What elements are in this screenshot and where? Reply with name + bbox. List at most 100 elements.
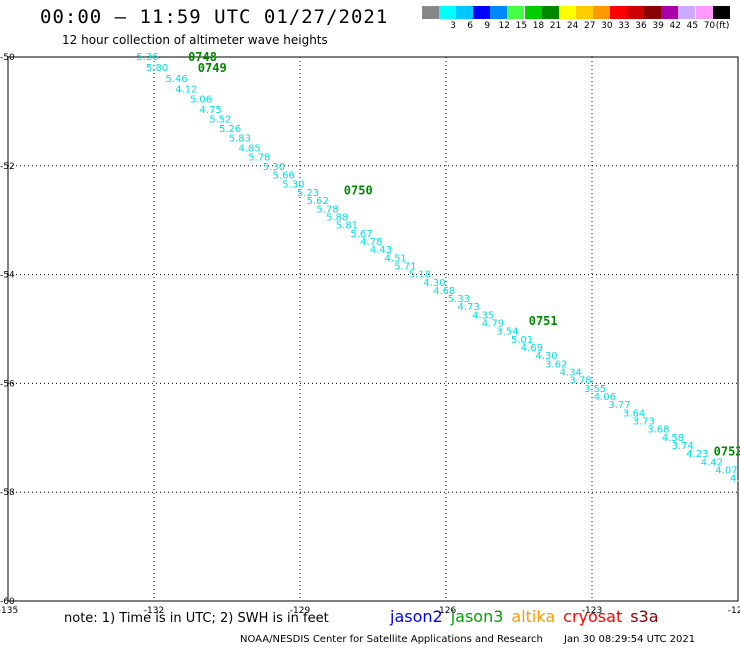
- y-tick-label: -58: [0, 488, 15, 498]
- swh-value-label: 5.62: [307, 196, 329, 207]
- swh-value-label: 4.07: [715, 465, 737, 476]
- mission-s3a: s3a: [630, 607, 659, 626]
- legend-tick-label: 42: [669, 21, 681, 31]
- swh-value-label: 4.79: [482, 319, 504, 330]
- swh-value-label: 4.78: [360, 237, 382, 248]
- x-tick-label: -135: [0, 606, 18, 616]
- legend-tick-label: 30: [601, 21, 613, 31]
- swh-value-label: 4.23: [686, 449, 708, 460]
- legend-tick-label: 3: [450, 21, 456, 31]
- legend-tick-label: 39: [652, 21, 664, 31]
- swh-value-label: 5.23: [297, 188, 319, 199]
- y-tick-label: -60: [0, 597, 15, 607]
- legend-tick-label: 9: [484, 21, 491, 31]
- legend-swatch: [695, 6, 713, 19]
- swh-value-label: 3.77: [608, 400, 630, 411]
- generated-timestamp: Jan 30 08:29:54 UTC 2021: [564, 634, 696, 645]
- legend-tick-label: 15: [515, 21, 528, 31]
- swh-value-label: 5.66: [273, 171, 295, 182]
- legend-swatch: [592, 6, 610, 19]
- chart-subtitle: 12 hour collection of altimeter wave hei…: [62, 33, 328, 47]
- x-tick-label: -126: [436, 606, 457, 616]
- legend-tick-label: 6: [467, 21, 474, 31]
- legend-tick-label: 70: [703, 21, 716, 31]
- legend-swatch: [712, 6, 730, 19]
- legend-unit-label: (ft): [715, 21, 730, 31]
- swh-value-label: 4.69: [521, 343, 543, 354]
- mission-altika: altika: [511, 607, 556, 626]
- swh-value-label: 4.58: [662, 433, 684, 444]
- footer-note: note: 1) Time is in UTC; 2) SWH is in fe…: [64, 611, 329, 626]
- legend-swatches: [422, 6, 740, 19]
- legend-swatch: [627, 6, 645, 19]
- swh-value-label: 4.30: [423, 278, 445, 289]
- mission-list: jason2 jason3 altika cryosat s3a: [390, 607, 667, 626]
- swh-value-label: 3.74: [672, 441, 694, 452]
- pass-time-label: 0751: [529, 314, 558, 328]
- swh-value-label: 5.18: [409, 270, 431, 281]
- swh-value-label: 5.78: [248, 153, 270, 164]
- swh-value-label: 3.55: [584, 384, 606, 395]
- swh-value-label: 4.06: [594, 392, 616, 403]
- legend-tick-label: 36: [635, 21, 647, 31]
- legend-tick-label: 24: [566, 21, 579, 31]
- swh-value-label: 5.78: [316, 204, 338, 215]
- swh-value-label: 3.78: [569, 376, 591, 387]
- mission-jason3: jason3: [450, 607, 504, 626]
- legend-swatch: [422, 6, 439, 19]
- swh-value-label: 5.83: [229, 134, 251, 145]
- swh-value-label: 5.88: [326, 212, 348, 223]
- legend-swatch: [473, 6, 491, 19]
- y-tick-label: -50: [0, 53, 15, 63]
- swh-value-label: 5.36: [136, 52, 158, 63]
- mission-jason2: jason2: [390, 607, 443, 626]
- legend-tick-label: 18: [532, 21, 545, 31]
- legend-swatch: [541, 6, 559, 19]
- legend-swatch: [439, 6, 457, 19]
- swh-value-label: 4.68: [433, 286, 455, 297]
- legend-tick-label: 12: [498, 21, 510, 31]
- y-tick-label: -56: [0, 379, 15, 389]
- legend-swatch: [558, 6, 576, 19]
- swh-value-label: 5.33: [448, 294, 470, 305]
- legend-swatch: [524, 6, 542, 19]
- swh-value-label: 4.85: [238, 143, 260, 154]
- legend-swatch: [644, 6, 662, 19]
- x-tick-label: -123: [582, 606, 602, 616]
- swh-value-label: 5.67: [350, 229, 372, 240]
- swh-value-label: 4.43: [370, 245, 392, 256]
- legend-tick-label: 33: [618, 21, 630, 31]
- swh-value-label: 4.73: [457, 302, 479, 313]
- swh-value-label: 4.75: [200, 105, 222, 116]
- swh-value-label: 3.64: [623, 408, 645, 419]
- swh-value-label: 4.34: [560, 368, 582, 379]
- swh-value-label: 3.54: [496, 327, 518, 338]
- plot-frame: [7, 56, 739, 602]
- legend-swatch: [456, 6, 474, 19]
- swh-value-label: 5.81: [336, 221, 358, 232]
- legend-swatch: [575, 6, 593, 19]
- pass-time-label: 0749: [198, 61, 227, 75]
- swh-value-label: 3.62: [545, 359, 567, 370]
- pass-time-label: 0752: [714, 444, 740, 458]
- legend-tick-label: 21: [549, 21, 562, 31]
- x-tick-label: -120: [728, 606, 740, 616]
- x-tick-label: -129: [290, 606, 311, 616]
- credit-text: NOAA/NESDIS Center for Satellite Applica…: [240, 634, 543, 645]
- swh-value-label: 5.80: [146, 63, 168, 74]
- credit-line: NOAA/NESDIS Center for Satellite Applica…: [240, 634, 713, 645]
- swh-value-label: 3.73: [633, 416, 655, 427]
- swh-value-label: 4.35: [472, 310, 494, 321]
- swh-value-label: 4.51: [384, 253, 406, 264]
- legend-swatch: [610, 6, 628, 19]
- pass-time-label: 0750: [344, 183, 373, 197]
- legend-swatch: [661, 6, 679, 19]
- swh-value-label: 5.30: [263, 162, 285, 173]
- y-tick-label: -52: [0, 162, 15, 172]
- swh-value-label: 4.36: [730, 474, 740, 485]
- swh-value-label: 4.42: [701, 457, 723, 468]
- legend-tick-label: 27: [584, 21, 596, 31]
- swh-value-label: 5.06: [190, 94, 212, 105]
- y-tick-label: -54: [0, 271, 15, 281]
